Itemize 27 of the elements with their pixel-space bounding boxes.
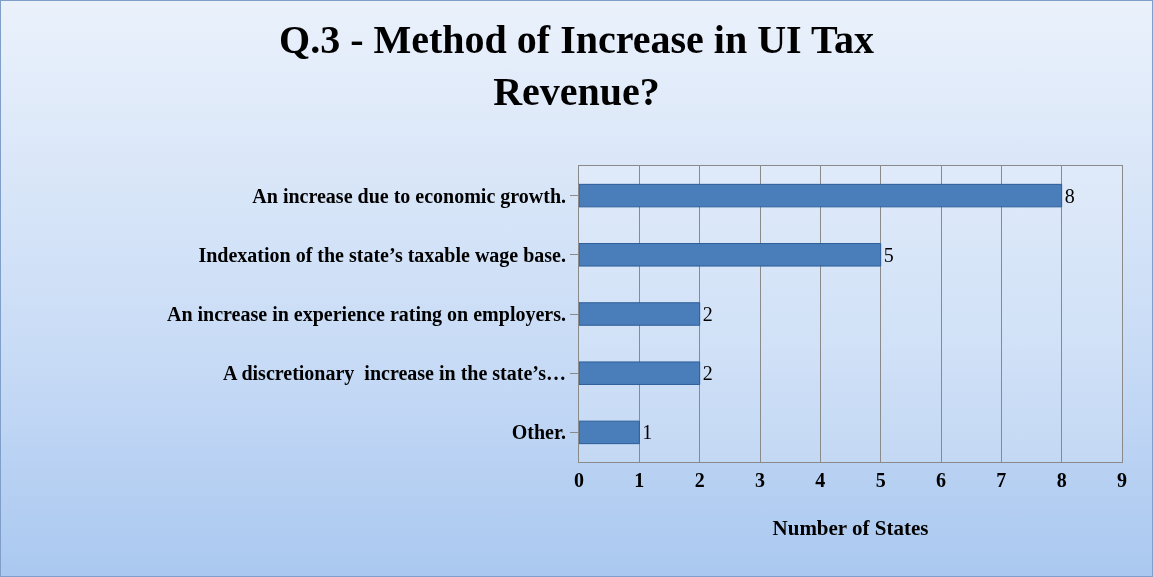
bar: [579, 302, 701, 326]
data-label: 5: [883, 243, 894, 266]
x-tick-label: 5: [875, 469, 886, 491]
y-tick-label: An increase in experience rating on employers.: [166, 303, 566, 326]
bar: [579, 420, 640, 445]
bar: [579, 361, 701, 385]
y-tick-label: Other.: [511, 421, 566, 444]
x-tick-label: 1: [634, 469, 645, 491]
bar: [579, 183, 1063, 208]
x-tick-label: 8: [1056, 469, 1067, 491]
x-tick-label: 6: [936, 469, 946, 491]
x-tick-label: 0: [574, 469, 584, 491]
data-label: 2: [702, 303, 713, 325]
y-tick-label: Indexation of the state’s taxable wage base.: [198, 243, 566, 267]
x-tick-label: 4: [815, 469, 826, 491]
chart-title: Q.3 - Method of Increase in UI Tax Revenue?: [279, 16, 874, 114]
x-tick-label: 7: [996, 469, 1007, 491]
y-tick-label: A discretionary increase in the state’s…: [223, 362, 566, 386]
x-tick-label: 9: [1117, 469, 1127, 491]
x-axis-title: Number of States: [772, 516, 929, 540]
y-tick-label: An increase due to economic growth.: [252, 184, 566, 208]
x-tick-label: 2: [694, 469, 705, 491]
data-label: 2: [702, 362, 713, 385]
data-label: 1: [642, 421, 653, 444]
data-label: 8: [1064, 184, 1075, 207]
x-tick-label: 3: [755, 469, 765, 491]
bar: [579, 243, 882, 267]
